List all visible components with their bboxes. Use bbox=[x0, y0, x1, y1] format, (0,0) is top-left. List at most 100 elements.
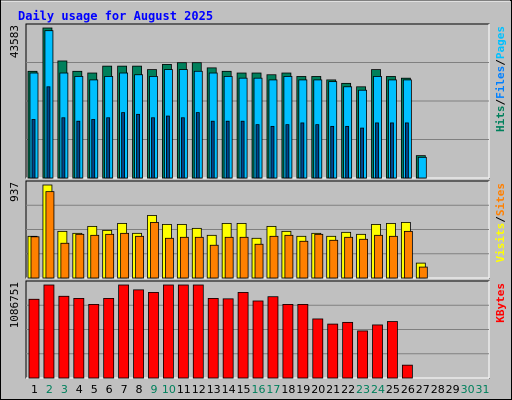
bar-kbytes bbox=[401, 364, 413, 379]
hits-panel-max-label: 43583 bbox=[8, 25, 21, 58]
x-tick-label: 29 bbox=[446, 383, 460, 396]
x-tick-label: 16 bbox=[252, 383, 266, 396]
bar-sites bbox=[344, 236, 354, 279]
x-tick-label: 31 bbox=[476, 383, 490, 396]
bar-files bbox=[360, 127, 364, 179]
bar-kbytes bbox=[43, 284, 55, 379]
bar-sites bbox=[254, 243, 264, 279]
x-tick-label: 4 bbox=[76, 383, 83, 396]
bar-sites bbox=[239, 236, 249, 279]
bar-files bbox=[180, 117, 185, 179]
kbytes-panel-max-label: 1086751 bbox=[8, 282, 21, 328]
bar-files bbox=[61, 117, 66, 179]
bar-sites bbox=[224, 236, 234, 279]
bar-files bbox=[151, 117, 155, 179]
bar-sites bbox=[105, 233, 115, 279]
bar-kbytes bbox=[372, 324, 383, 379]
bar-kbytes bbox=[267, 296, 279, 379]
bar-kbytes bbox=[297, 304, 309, 379]
x-tick-label: 14 bbox=[222, 383, 236, 396]
visits-panel-legend: Visits/Sites bbox=[494, 183, 507, 263]
bar-files bbox=[76, 120, 81, 179]
x-tick-label: 7 bbox=[121, 383, 128, 396]
bar-files bbox=[195, 112, 200, 179]
bar-kbytes bbox=[28, 298, 40, 379]
legend-kbytes: KBytes bbox=[494, 283, 507, 323]
bar-kbytes bbox=[252, 300, 264, 379]
bar-sites bbox=[179, 236, 189, 279]
bar-sites bbox=[284, 234, 294, 279]
bar-kbytes bbox=[207, 298, 219, 379]
bar-sites bbox=[135, 235, 144, 279]
x-tick-label: 6 bbox=[106, 383, 113, 396]
x-tick-label: 21 bbox=[326, 383, 340, 396]
bar-sites bbox=[30, 236, 40, 279]
x-tick-label: 11 bbox=[177, 383, 191, 396]
x-tick-label: 5 bbox=[91, 383, 98, 396]
x-tick-label: 10 bbox=[162, 383, 176, 396]
legend-hits: Hits bbox=[494, 106, 507, 133]
hits-panel-legend: Hits/Files/Pages bbox=[494, 26, 507, 132]
x-tick-label: 17 bbox=[266, 383, 280, 396]
x-tick-label: 15 bbox=[237, 383, 251, 396]
legend-files: Files bbox=[494, 66, 507, 99]
x-tick-label: 2 bbox=[46, 383, 53, 396]
bar-files bbox=[106, 117, 111, 179]
legend-pages: Pages bbox=[494, 26, 507, 59]
bar-kbytes bbox=[163, 284, 174, 379]
x-tick-label: 23 bbox=[356, 383, 370, 396]
bar-kbytes bbox=[73, 298, 85, 379]
bar-sites bbox=[90, 234, 100, 279]
kbytes-panel-legend: KBytes bbox=[494, 283, 507, 323]
bar-kbytes bbox=[192, 284, 204, 379]
bar-files bbox=[166, 115, 170, 179]
bar-files bbox=[300, 122, 305, 179]
bar-files bbox=[315, 124, 320, 179]
x-tick-label: 3 bbox=[61, 383, 68, 396]
chart-panels: 43583Hits/Files/Pages937Visits/Sites1086… bbox=[8, 23, 507, 379]
x-tick-label: 30 bbox=[461, 383, 475, 396]
bar-files bbox=[375, 122, 379, 179]
bar-kbytes bbox=[237, 292, 249, 379]
bar-kbytes bbox=[222, 298, 234, 379]
legend-separator: / bbox=[494, 59, 507, 66]
bar-sites bbox=[374, 234, 383, 279]
legend-visits: Visits bbox=[494, 223, 507, 263]
bar-sites bbox=[269, 235, 279, 279]
x-tick-label: 28 bbox=[431, 383, 445, 396]
x-tick-label: 18 bbox=[281, 383, 295, 396]
bar-files bbox=[345, 125, 350, 179]
legend-separator: / bbox=[494, 216, 507, 223]
bar-sites bbox=[359, 238, 368, 279]
bar-kbytes bbox=[88, 304, 100, 379]
legend-separator: / bbox=[494, 99, 507, 106]
x-tick-label: 1 bbox=[31, 383, 38, 396]
bar-sites bbox=[299, 240, 309, 279]
bar-files bbox=[270, 125, 275, 179]
bar-sites bbox=[165, 237, 174, 279]
bar-sites bbox=[60, 242, 70, 279]
bar-kbytes bbox=[387, 321, 398, 379]
x-tick-label: 9 bbox=[150, 383, 157, 396]
bar-kbytes bbox=[148, 292, 159, 379]
x-tick-label: 24 bbox=[371, 383, 385, 396]
bar-sites bbox=[418, 266, 428, 279]
bar-files bbox=[46, 86, 51, 179]
bar-kbytes bbox=[357, 330, 368, 379]
bar-kbytes bbox=[118, 284, 130, 379]
legend-sites: Sites bbox=[494, 183, 507, 216]
x-axis-labels: 1 2 3 4 5 6 7 8 9 10 11 12 13 14 15 16 17 18 19 20 21 22 23 24 2… bbox=[31, 383, 490, 396]
x-tick-label: 13 bbox=[207, 383, 221, 396]
bar-pages bbox=[417, 156, 427, 179]
bar-files bbox=[285, 124, 290, 179]
bar-files bbox=[136, 113, 140, 179]
bar-sites bbox=[45, 191, 55, 279]
bar-files bbox=[31, 119, 36, 179]
bar-files bbox=[225, 120, 230, 179]
bar-files bbox=[240, 120, 245, 179]
bar-kbytes bbox=[103, 298, 115, 379]
bar-kbytes bbox=[58, 295, 70, 379]
chart-title: Daily usage for August 2025 bbox=[18, 9, 213, 23]
